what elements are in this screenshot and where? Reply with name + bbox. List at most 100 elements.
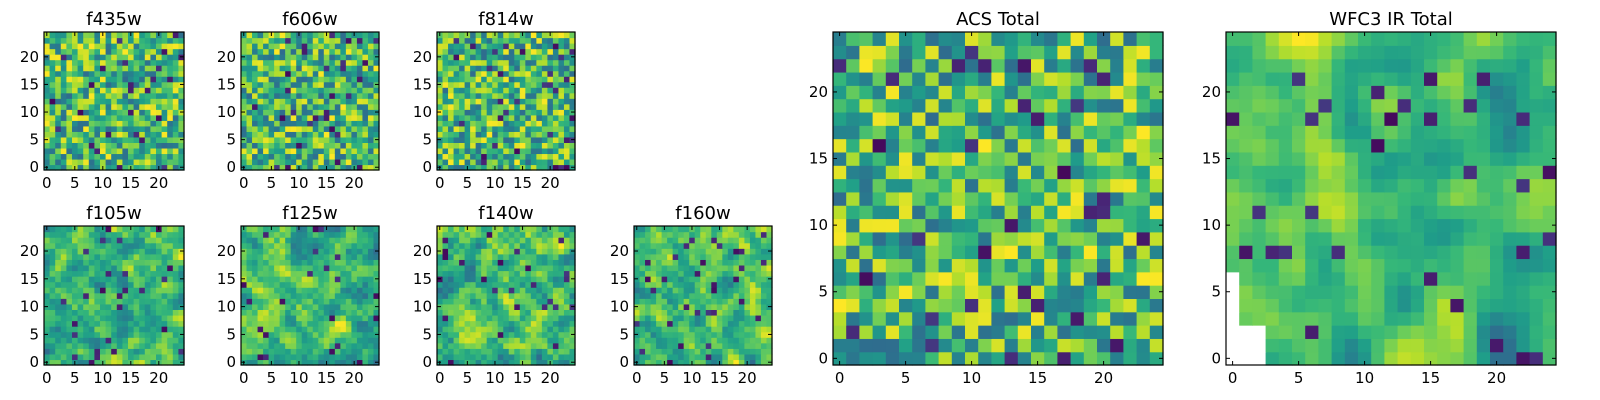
heatmap-cell — [100, 109, 107, 116]
heatmap-cell — [678, 309, 685, 316]
heatmap-cell — [156, 287, 163, 294]
heatmap-cell — [464, 281, 471, 288]
heatmap-cell — [49, 276, 56, 283]
heatmap-cell — [569, 253, 576, 260]
heatmap-cell — [1149, 338, 1164, 353]
heatmap-cell — [514, 87, 521, 94]
heatmap-cell — [437, 142, 444, 149]
heatmap-cell — [156, 298, 163, 305]
heatmap-cell — [645, 270, 652, 277]
heatmap-cell — [694, 309, 701, 316]
heatmap-cell — [116, 32, 123, 39]
heatmap-cell — [116, 303, 123, 310]
heatmap-cell — [569, 147, 576, 155]
heatmap-cell — [241, 348, 248, 355]
heatmap-cell — [367, 59, 375, 66]
heatmap-cell — [257, 70, 264, 77]
heatmap-cell — [519, 326, 526, 333]
heatmap-cell — [508, 287, 515, 294]
heatmap-cell — [285, 153, 292, 160]
heatmap-cell — [525, 70, 532, 77]
heatmap-cell — [872, 285, 887, 299]
heatmap-cell — [525, 131, 532, 138]
heatmap-cell — [525, 142, 532, 149]
heatmap-cell — [650, 292, 657, 299]
heatmap-cell — [569, 309, 576, 316]
heatmap-cell — [727, 314, 734, 322]
heatmap-cell — [340, 81, 347, 88]
heatmap-cell — [519, 237, 526, 244]
heatmap-cell — [727, 276, 734, 283]
heatmap-cell — [760, 264, 768, 272]
heatmap-cell — [667, 326, 674, 333]
heatmap-cell — [252, 226, 259, 233]
y-tick-label: 0 — [422, 353, 432, 371]
heatmap-cell — [519, 125, 526, 132]
heatmap-cell — [329, 125, 336, 132]
heatmap-cell — [128, 120, 135, 127]
heatmap-cell — [301, 32, 308, 39]
heatmap-cell — [312, 248, 319, 255]
heatmap-cell — [1070, 178, 1085, 193]
heatmap-cell — [329, 298, 336, 305]
heatmap-cell — [133, 342, 140, 349]
heatmap-cell — [274, 125, 281, 132]
heatmap-cell — [470, 109, 477, 116]
heatmap-cell — [356, 314, 364, 322]
heatmap-cell — [373, 309, 380, 316]
heatmap-cell — [246, 131, 253, 138]
heatmap-cell — [111, 125, 118, 132]
heatmap-cell — [274, 87, 281, 94]
x-tick-label: 0 — [239, 174, 249, 192]
heatmap-cell — [111, 303, 118, 310]
heatmap-cell — [448, 303, 455, 310]
heatmap-cell — [859, 351, 874, 366]
heatmap-cell — [274, 237, 281, 244]
heatmap-cell — [161, 54, 168, 61]
heatmap-cell — [345, 276, 352, 283]
heatmap-cell — [656, 331, 663, 338]
heatmap-cell — [122, 125, 129, 132]
heatmap-cell — [139, 281, 146, 288]
y-tick-label: 0 — [29, 158, 39, 176]
heatmap-cell — [569, 43, 576, 50]
heatmap-cell — [938, 338, 953, 353]
heatmap-cell — [178, 231, 185, 238]
heatmap-cell — [301, 131, 308, 138]
heatmap-cell — [442, 326, 449, 333]
heatmap-cell — [481, 359, 488, 366]
heatmap-cell — [66, 114, 73, 121]
heatmap-cell — [72, 142, 79, 149]
heatmap-cell — [492, 326, 499, 333]
heatmap-cell — [116, 331, 123, 338]
heatmap-cell — [312, 314, 319, 322]
heatmap-cell — [44, 125, 51, 132]
heatmap-cell — [558, 353, 565, 361]
heatmap-cell — [722, 281, 729, 288]
heatmap-cell — [656, 242, 663, 249]
heatmap-cell — [60, 76, 67, 83]
heatmap-cell — [689, 292, 696, 299]
heatmap-cell — [329, 136, 336, 143]
heatmap-cell — [116, 87, 123, 94]
heatmap-cell — [290, 48, 297, 55]
heatmap-cell — [755, 314, 762, 322]
heatmap-cell — [246, 264, 253, 272]
heatmap-cell — [116, 298, 123, 305]
heatmap-cell — [122, 98, 129, 105]
heatmap-cell — [656, 276, 663, 283]
heatmap-cell — [323, 320, 330, 327]
heatmap-cell — [925, 311, 940, 326]
heatmap-cell — [514, 142, 521, 149]
heatmap-cell — [122, 43, 129, 50]
heatmap-cell — [334, 303, 341, 310]
heatmap-cell — [111, 292, 118, 299]
heatmap-cell — [150, 342, 157, 349]
heatmap-cell — [72, 158, 79, 166]
heatmap-cell — [362, 92, 369, 99]
heatmap-cell — [514, 320, 521, 327]
heatmap-cell — [525, 298, 532, 305]
heatmap-cell — [246, 87, 253, 94]
heatmap-cell — [334, 276, 341, 283]
